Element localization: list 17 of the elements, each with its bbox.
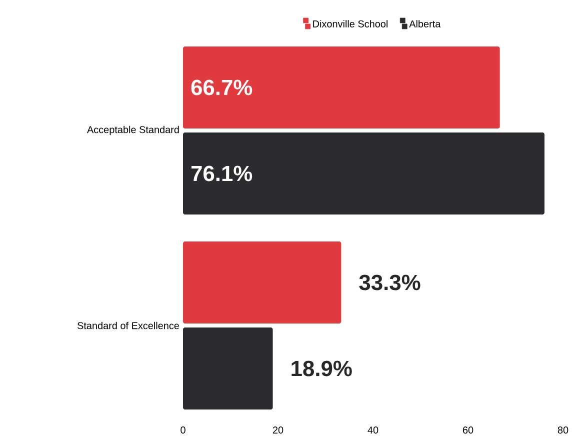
bar	[183, 242, 342, 324]
data-label: 33.3%	[359, 274, 420, 290]
bar	[183, 46, 500, 128]
legend-label: Alberta	[409, 20, 441, 28]
bar	[183, 132, 544, 215]
x-tick-label: 60	[462, 426, 474, 434]
x-tick-label: 40	[368, 426, 378, 434]
y-tick-label: Acceptable Standard	[87, 126, 179, 136]
data-label: 18.9%	[292, 360, 352, 376]
legend-label: Dixonville School	[313, 20, 388, 28]
bar	[183, 328, 273, 410]
y-tick-label: Standard of Excellence	[77, 322, 180, 330]
x-tick-label: 0	[180, 426, 186, 434]
data-label: 66.7%	[191, 80, 252, 96]
data-label: 76.1%	[191, 166, 252, 182]
x-tick-label: 80	[558, 426, 568, 434]
x-tick-label: 20	[272, 426, 284, 434]
